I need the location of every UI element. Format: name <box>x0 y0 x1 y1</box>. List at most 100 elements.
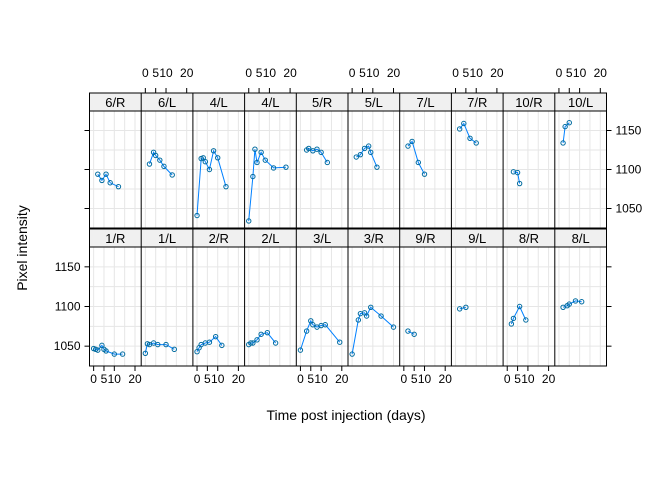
x-tick-label: 0 <box>504 372 511 386</box>
x-tick-label: 10 <box>521 372 535 386</box>
x-tick-label: 0 <box>349 66 356 80</box>
strip-background <box>192 229 245 247</box>
y-tick-label: 1100 <box>55 300 81 314</box>
data-point <box>461 120 467 127</box>
data-point <box>508 321 515 327</box>
data-point <box>572 298 579 304</box>
strip-label: 7/L <box>417 95 435 110</box>
data-point <box>119 351 126 357</box>
data-point <box>254 159 260 166</box>
data-point <box>258 331 264 337</box>
data-point <box>163 341 169 348</box>
x-tick-label: 20 <box>180 66 194 80</box>
x-tick-label: 5 <box>514 372 521 386</box>
data-point <box>310 322 316 328</box>
strip-label: 4/L <box>210 95 228 110</box>
data-point <box>171 346 177 353</box>
data-point <box>378 313 384 319</box>
strip-label: 2/L <box>261 231 279 246</box>
data-point <box>223 183 229 190</box>
data-point <box>206 339 213 345</box>
data-point <box>115 183 122 190</box>
data-point <box>514 169 521 176</box>
strip-label: 5/L <box>365 95 383 110</box>
data-point <box>365 143 372 149</box>
data-point <box>161 163 167 170</box>
x-tick-label: 5 <box>101 372 108 386</box>
data-point <box>473 140 479 146</box>
data-point <box>258 149 264 156</box>
strip-label: 9/L <box>468 231 486 246</box>
data-point <box>463 304 469 310</box>
y-tick-label: 1050 <box>54 339 81 353</box>
x-tick-label: 10 <box>263 66 277 80</box>
data-point <box>152 152 159 159</box>
x-tick-label: 5 <box>204 372 211 386</box>
series-line <box>407 140 425 175</box>
data-point <box>99 177 105 184</box>
data-point <box>405 328 411 334</box>
x-tick-label: 20 <box>283 66 297 80</box>
x-axis-label: Time post injection (days) <box>267 407 426 423</box>
data-point <box>322 322 328 328</box>
strip-label: 5/R <box>312 95 332 110</box>
data-point <box>516 303 523 310</box>
series-line <box>149 151 173 176</box>
strip-background <box>296 229 348 247</box>
x-tick-label: 0 <box>194 372 201 386</box>
data-point <box>270 165 277 171</box>
x-tick-label: 20 <box>594 66 608 80</box>
data-point <box>246 218 252 224</box>
data-point <box>283 164 289 170</box>
data-point <box>562 123 568 130</box>
data-point <box>578 299 585 305</box>
strip-background <box>141 229 193 247</box>
data-point <box>421 171 428 177</box>
data-point <box>212 333 219 340</box>
data-point <box>157 157 163 163</box>
strip-label: 9/R <box>415 231 435 246</box>
series-line <box>407 330 415 335</box>
data-point <box>337 339 343 345</box>
series-line <box>513 171 521 184</box>
data-point <box>308 318 314 324</box>
data-point <box>99 342 105 349</box>
x-tick-label: 5 <box>566 66 573 80</box>
data-point <box>146 161 153 167</box>
data-point <box>523 317 529 323</box>
data-point <box>215 155 221 161</box>
x-tick-label: 5 <box>256 66 263 80</box>
data-point <box>374 164 380 170</box>
data-point <box>262 157 268 163</box>
data-point <box>456 126 463 132</box>
data-point <box>560 140 566 146</box>
data-point <box>202 159 209 165</box>
x-tick-label: 20 <box>335 372 349 386</box>
data-point <box>210 148 217 154</box>
data-point <box>318 149 324 156</box>
x-tick-label: 0 <box>245 66 252 80</box>
strip-background <box>451 93 504 111</box>
strip-label: 6/L <box>158 95 176 110</box>
data-point <box>194 212 200 219</box>
strip-background <box>554 93 607 111</box>
x-tick-label: 20 <box>542 372 556 386</box>
data-point <box>390 324 397 330</box>
data-point <box>250 340 256 346</box>
data-point <box>248 340 254 346</box>
data-point <box>415 159 422 166</box>
data-point <box>355 317 362 323</box>
x-tick-label: 0 <box>400 372 407 386</box>
data-point <box>169 172 175 178</box>
data-point <box>363 313 370 319</box>
strip-label: 10/R <box>515 95 542 110</box>
data-point <box>254 337 260 343</box>
x-tick-label: 10 <box>573 66 587 80</box>
data-point <box>467 135 473 142</box>
strip-label: 6/R <box>105 95 125 110</box>
data-point <box>411 331 417 337</box>
x-tick-label: 10 <box>366 66 380 80</box>
strip-background <box>244 229 297 247</box>
x-tick-label: 10 <box>470 66 484 80</box>
